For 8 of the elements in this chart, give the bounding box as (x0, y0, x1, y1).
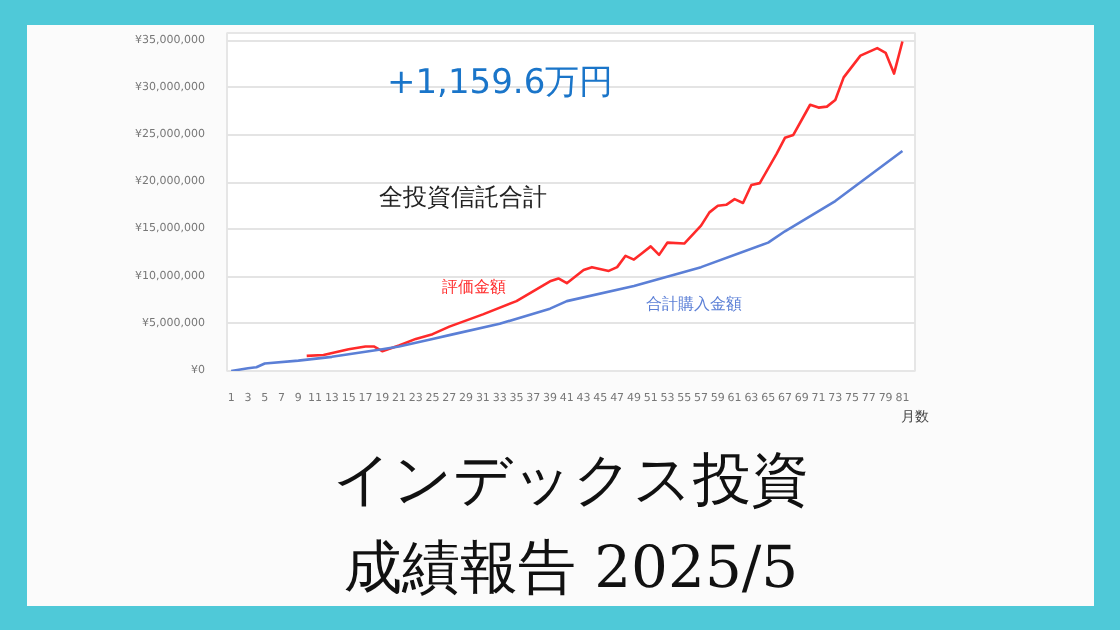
series-label: 評価金額 (442, 278, 507, 297)
line-series (305, 40, 904, 358)
series-label: 合計購入金額 (645, 295, 742, 314)
annotation: 全投資信託合計 (379, 183, 547, 211)
text: 成績報告 2025/5 (343, 533, 799, 601)
line-series (229, 149, 904, 371)
text: インデックス投資 (333, 445, 809, 513)
annotation: +1,159.6万円 (387, 63, 614, 103)
